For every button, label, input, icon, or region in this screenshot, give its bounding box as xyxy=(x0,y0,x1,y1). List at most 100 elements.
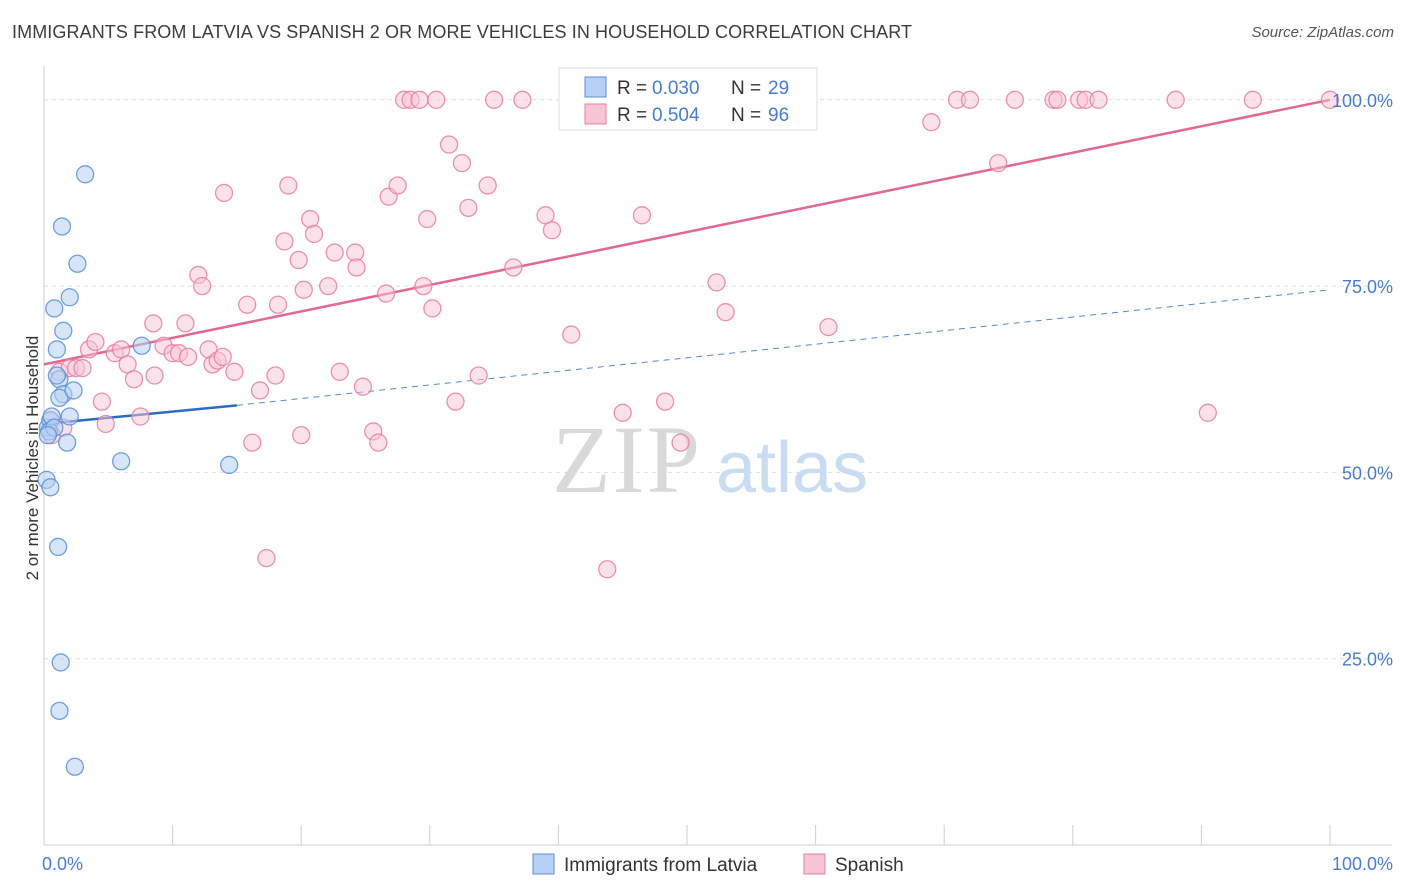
point-spanish xyxy=(707,273,726,292)
point-latvia xyxy=(50,388,69,408)
point-latvia xyxy=(65,757,85,776)
legend-swatch-latvia xyxy=(584,76,607,98)
point-spanish xyxy=(176,314,195,333)
y-tick-label: 75.0% xyxy=(1342,277,1393,297)
point-spanish xyxy=(292,425,311,445)
point-spanish xyxy=(598,560,617,579)
point-spanish xyxy=(275,232,294,251)
point-latvia xyxy=(41,478,60,497)
label-layer: 0.0% 100.0% 25.0% 50.0% 75.0% 100.0% 2 or more… xyxy=(23,91,1393,874)
point-spanish xyxy=(1198,403,1217,422)
point-latvia xyxy=(50,701,69,721)
points-layer xyxy=(37,90,1340,776)
point-spanish xyxy=(250,381,270,400)
point-spanish xyxy=(989,153,1008,173)
point-spanish xyxy=(562,325,581,344)
legend-swatch-spanish xyxy=(803,853,826,875)
point-latvia xyxy=(60,407,79,426)
point-latvia xyxy=(47,366,67,385)
trendline-spanish xyxy=(43,98,1331,366)
point-spanish xyxy=(418,209,437,229)
y-axis-title: 2 or more Vehicles in Household xyxy=(23,336,42,581)
point-latvia xyxy=(38,425,58,445)
grid-layer xyxy=(44,99,1392,660)
point-spanish xyxy=(257,548,276,568)
source-credit: Source: ZipAtlas.com xyxy=(1251,24,1394,41)
point-spanish xyxy=(1243,90,1262,109)
point-spanish xyxy=(459,198,478,218)
watermark-atlas: atlas xyxy=(716,428,868,508)
point-spanish xyxy=(266,366,285,385)
point-spanish xyxy=(214,183,234,203)
x-tick-label: 0.0% xyxy=(42,854,83,874)
bottom-legend: Immigrants from Latvia Spanish xyxy=(532,853,904,876)
point-spanish xyxy=(347,258,366,277)
watermark: ZIP atlas xyxy=(552,406,868,513)
n-value: 96 xyxy=(768,105,789,126)
point-spanish xyxy=(145,366,164,385)
point-spanish xyxy=(73,358,92,378)
point-spanish xyxy=(632,206,652,225)
point-spanish xyxy=(178,347,198,367)
point-spanish xyxy=(86,332,105,352)
point-spanish xyxy=(268,295,288,314)
point-spanish xyxy=(131,407,150,426)
r-label: R = xyxy=(617,78,647,99)
r-value: 0.504 xyxy=(652,105,700,126)
n-label: N = xyxy=(731,105,761,126)
point-spanish xyxy=(144,314,163,333)
point-spanish xyxy=(289,250,308,270)
point-spanish xyxy=(542,221,562,240)
point-spanish xyxy=(613,403,632,422)
point-latvia xyxy=(76,165,95,184)
point-latvia xyxy=(64,381,83,400)
n-label: N = xyxy=(731,78,761,99)
point-latvia xyxy=(60,288,79,307)
point-spanish xyxy=(478,176,497,195)
legend-swatch-spanish xyxy=(584,103,607,125)
point-spanish xyxy=(1166,90,1185,109)
point-spanish xyxy=(369,433,388,452)
point-latvia xyxy=(45,299,64,318)
trendline-latvia-extension xyxy=(236,289,1331,406)
point-spanish xyxy=(225,362,244,381)
point-spanish xyxy=(301,209,320,229)
point-spanish xyxy=(304,224,324,244)
point-latvia xyxy=(48,537,68,557)
point-spanish xyxy=(504,258,523,277)
point-spanish xyxy=(469,366,488,385)
point-spanish xyxy=(279,176,298,195)
point-spanish xyxy=(319,276,338,296)
point-spanish xyxy=(325,243,344,262)
point-spanish xyxy=(330,362,349,381)
point-latvia xyxy=(132,336,151,355)
point-spanish xyxy=(243,433,262,452)
point-latvia xyxy=(47,340,67,359)
point-latvia xyxy=(54,321,73,340)
n-value: 29 xyxy=(768,78,789,99)
point-spanish xyxy=(376,284,396,303)
point-spanish xyxy=(414,276,433,296)
x-tick-label: 100.0% xyxy=(1332,854,1393,874)
point-spanish xyxy=(960,90,980,109)
point-spanish xyxy=(655,392,675,411)
point-spanish xyxy=(92,392,112,411)
point-spanish xyxy=(1005,90,1025,109)
point-spanish xyxy=(439,135,459,154)
y-tick-label: 25.0% xyxy=(1342,650,1393,670)
point-spanish xyxy=(446,392,465,411)
legend-label: Spanish xyxy=(835,855,904,876)
chart-title: IMMIGRANTS FROM LATVIA VS SPANISH 2 OR M… xyxy=(12,22,913,42)
point-spanish xyxy=(423,299,442,318)
point-spanish xyxy=(513,90,532,109)
watermark-zip: ZIP xyxy=(552,406,702,513)
r-value: 0.030 xyxy=(652,78,700,99)
point-spanish xyxy=(193,276,212,296)
point-spanish xyxy=(353,377,373,396)
point-latvia xyxy=(52,217,72,236)
point-spanish xyxy=(238,295,257,314)
point-spanish xyxy=(294,280,313,299)
point-spanish xyxy=(922,113,941,132)
point-latvia xyxy=(51,653,70,672)
stats-legend: R = 0.030 N = 29 R = 0.504 N = 96 xyxy=(558,67,818,131)
